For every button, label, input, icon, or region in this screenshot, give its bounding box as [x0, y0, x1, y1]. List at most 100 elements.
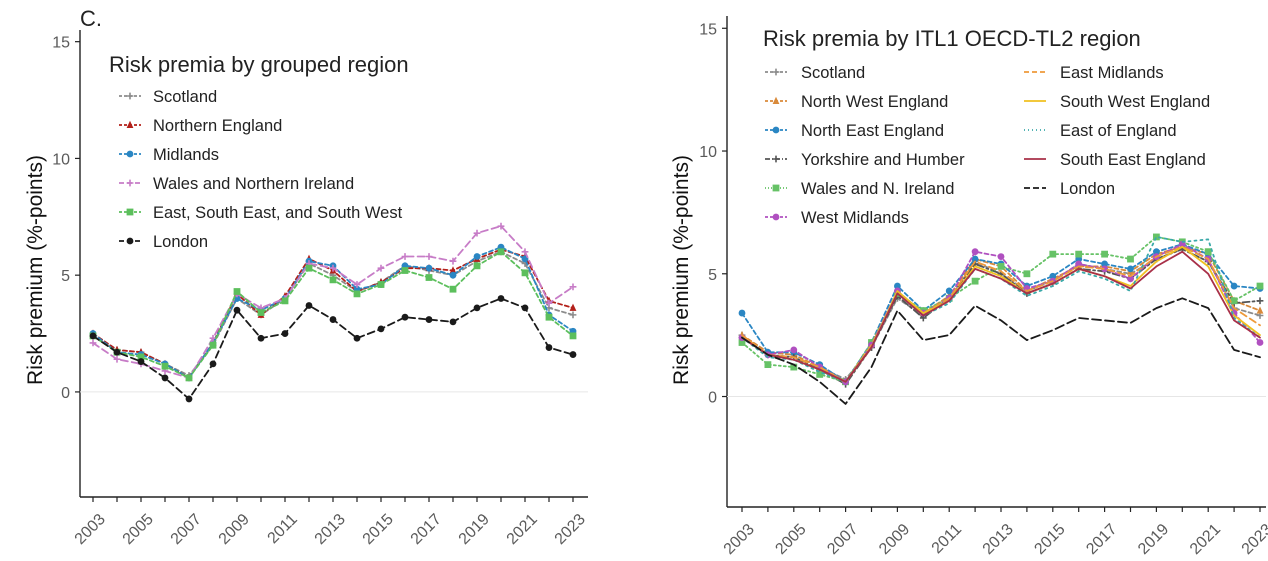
series-north-east-england — [739, 241, 1264, 385]
data-point — [426, 274, 433, 281]
y-axis-label: Risk premium (%-points) — [24, 155, 47, 385]
data-point — [972, 278, 979, 285]
legend: ScotlandNorthern EnglandMidlandsWales an… — [119, 88, 403, 251]
series-line — [742, 298, 1260, 404]
y-tick-label: 15 — [699, 21, 717, 38]
legend-item: East, South East, and South West — [119, 204, 403, 222]
legend-item: Scotland — [119, 88, 217, 106]
legend-marker — [773, 69, 780, 76]
chart-grouped-region: Risk premium (%-points) Risk premia by g… — [24, 30, 589, 548]
data-point — [1049, 251, 1056, 258]
legend-label: East, South East, and South West — [153, 204, 403, 222]
data-point — [1024, 270, 1031, 277]
data-point — [765, 361, 772, 368]
data-point — [522, 248, 529, 255]
data-point — [1127, 256, 1134, 263]
data-point — [282, 330, 289, 337]
legend-marker — [773, 214, 780, 221]
data-point — [282, 297, 289, 304]
data-point — [450, 286, 457, 293]
legend-item: Midlands — [119, 146, 219, 164]
legend-marker — [127, 121, 134, 128]
legend-marker — [127, 93, 134, 100]
legend-item: Wales and N. Ireland — [765, 180, 954, 198]
legend-item: South West England — [1024, 93, 1210, 111]
data-point — [1257, 339, 1264, 346]
legend-marker — [127, 180, 134, 187]
x-tick-label: 2023 — [552, 511, 589, 548]
data-point — [402, 253, 409, 260]
data-point — [739, 310, 746, 317]
legend-label: South East England — [1060, 151, 1206, 169]
panel-label: C. — [80, 6, 102, 31]
x-tick-label: 2023 — [1239, 521, 1268, 558]
y-tick-label: 0 — [708, 390, 717, 407]
data-point — [790, 346, 797, 353]
x-tick-label: 2009 — [876, 521, 913, 558]
series-london — [742, 298, 1260, 404]
data-point — [946, 288, 953, 295]
legend-marker — [773, 185, 780, 192]
data-point — [570, 351, 577, 358]
legend: Scotland North West England North East Eng… — [765, 64, 1210, 227]
data-point — [816, 371, 823, 378]
data-point — [522, 304, 529, 311]
x-tick-label: 2007 — [824, 521, 861, 558]
data-point — [162, 363, 169, 370]
x-tick-label: 2013 — [312, 511, 349, 548]
data-point — [426, 253, 433, 260]
y-tick-label: 15 — [52, 35, 70, 52]
legend-item: North West England — [765, 93, 948, 111]
series-london — [90, 295, 577, 402]
data-point — [972, 248, 979, 255]
legend-item: North East England — [765, 122, 944, 140]
y-axis-label: Risk premium (%-points) — [670, 155, 693, 385]
x-tick-label: 2003 — [721, 521, 758, 558]
x-tick-label: 2021 — [1187, 521, 1224, 558]
legend-label: Yorkshire and Humber — [801, 151, 965, 169]
legend-item: Scotland — [765, 64, 865, 82]
data-point — [498, 295, 505, 302]
legend-item: London — [119, 233, 208, 251]
series-line — [93, 299, 573, 399]
legend-marker — [127, 151, 134, 158]
legend-item: Northern England — [119, 117, 282, 135]
legend-label: Midlands — [153, 146, 219, 164]
data-point — [474, 262, 481, 269]
data-point — [114, 349, 121, 356]
data-point — [1231, 297, 1238, 304]
data-point — [330, 316, 337, 323]
x-tick-label: 2007 — [168, 511, 205, 548]
legend-label: East of England — [1060, 122, 1177, 140]
data-point — [426, 265, 433, 272]
legend-marker — [773, 127, 780, 134]
data-point — [1127, 265, 1134, 272]
legend-label: North West England — [801, 93, 948, 111]
data-point — [162, 375, 169, 382]
series-midlands — [90, 244, 577, 382]
legend-marker — [773, 156, 780, 163]
legend-label: South West England — [1060, 93, 1210, 111]
legend-item: East of England — [1024, 122, 1177, 140]
data-point — [450, 272, 457, 279]
legend-item: East Midlands — [1024, 64, 1164, 82]
legend-label: London — [153, 233, 208, 251]
data-point — [474, 304, 481, 311]
data-point — [570, 332, 577, 339]
data-point — [378, 325, 385, 332]
data-point — [234, 288, 241, 295]
x-tick-label: 2005 — [772, 521, 809, 558]
data-point — [546, 314, 553, 321]
data-point — [450, 318, 457, 325]
y-tick-label: 5 — [61, 268, 70, 285]
data-point — [354, 290, 361, 297]
x-tick-label: 2003 — [72, 511, 109, 548]
chart-title: Risk premia by grouped region — [109, 52, 409, 77]
y-tick-label: 5 — [708, 267, 717, 284]
data-point — [378, 281, 385, 288]
data-point — [546, 344, 553, 351]
legend-label: Scotland — [801, 64, 865, 82]
data-point — [210, 342, 217, 349]
data-point — [402, 267, 409, 274]
